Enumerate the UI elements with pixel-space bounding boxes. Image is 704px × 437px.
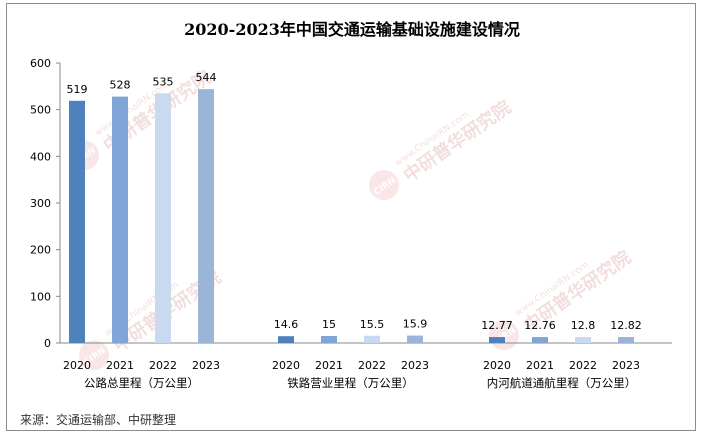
group-label: 内河航道通航里程（万公里） bbox=[487, 376, 637, 390]
x-tick-label: 2023 bbox=[612, 359, 640, 372]
data-label: 535 bbox=[153, 75, 174, 88]
x-tick-label: 2020 bbox=[483, 359, 511, 372]
y-tick-label: 300 bbox=[30, 197, 51, 210]
y-tick-label: 200 bbox=[30, 244, 51, 257]
x-tick-label: 2023 bbox=[401, 359, 429, 372]
bar bbox=[321, 336, 337, 343]
chart-bars bbox=[69, 89, 634, 343]
watermark-logo-icon bbox=[368, 170, 399, 201]
chart-labels: 519 2020 528 2021 535 2022 544 2023 公路总里程（万公里） 14… bbox=[63, 71, 642, 390]
y-tick-label: 100 bbox=[30, 290, 51, 303]
bar bbox=[69, 100, 85, 343]
x-tick-label: 2020 bbox=[272, 359, 300, 372]
data-label: 15 bbox=[322, 318, 336, 331]
data-label: 15.5 bbox=[360, 318, 385, 331]
bar bbox=[618, 337, 634, 343]
watermark-logo-icon bbox=[78, 340, 109, 371]
bar bbox=[112, 96, 128, 343]
y-tick-label: 500 bbox=[30, 104, 51, 117]
data-label: 15.9 bbox=[403, 318, 428, 331]
y-tick-label: 600 bbox=[30, 57, 51, 70]
group-label: 公路总里程（万公里） bbox=[84, 376, 199, 390]
chart-title: 2020-2023年中国交通运输基础设施建设情况 bbox=[184, 20, 520, 39]
bar bbox=[278, 336, 294, 343]
data-label: 544 bbox=[196, 71, 217, 84]
bar bbox=[489, 337, 505, 343]
data-label: 12.82 bbox=[610, 319, 642, 332]
bar bbox=[575, 337, 591, 343]
bar bbox=[198, 89, 214, 343]
bar bbox=[364, 335, 380, 343]
x-tick-label: 2022 bbox=[149, 359, 177, 372]
x-tick-label: 2021 bbox=[526, 359, 554, 372]
data-label: 528 bbox=[110, 79, 131, 92]
x-tick-label: 2021 bbox=[315, 359, 343, 372]
data-label: 519 bbox=[67, 83, 88, 96]
bar bbox=[532, 337, 548, 343]
source-note: 来源：交通运输部、中研整理 bbox=[20, 413, 177, 427]
data-label: 12.76 bbox=[524, 319, 556, 332]
data-label: 14.6 bbox=[274, 318, 299, 331]
bar bbox=[155, 93, 171, 343]
watermark-brand: 中研普华研究院 bbox=[399, 96, 515, 186]
group-label: 铁路营业里程（万公里） bbox=[287, 376, 414, 390]
data-label: 12.77 bbox=[481, 319, 513, 332]
y-tick-label: 400 bbox=[30, 150, 51, 163]
x-tick-label: 2021 bbox=[106, 359, 134, 372]
bar bbox=[407, 335, 423, 343]
x-tick-label: 2022 bbox=[358, 359, 386, 372]
x-tick-label: 2023 bbox=[192, 359, 220, 372]
data-label: 12.8 bbox=[571, 319, 596, 332]
x-tick-label: 2022 bbox=[569, 359, 597, 372]
y-tick-label: 0 bbox=[44, 337, 51, 350]
x-tick-label: 2020 bbox=[63, 359, 91, 372]
